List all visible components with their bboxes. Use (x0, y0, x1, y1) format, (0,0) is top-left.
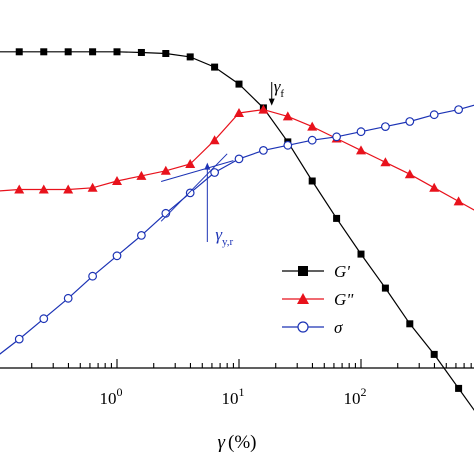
legend-marker-circle (297, 321, 309, 333)
legend-label: σ (334, 318, 343, 337)
data-point-triangle (63, 184, 74, 194)
x-tick-exponent: 2 (361, 385, 367, 399)
x-tick-exponent: 0 (117, 385, 123, 399)
x-tick-mantissa: 10 (344, 389, 361, 408)
data-point-triangle (282, 111, 293, 121)
x-axis-symbol: γ (218, 432, 226, 453)
data-point-triangle (404, 169, 415, 179)
data-point-circle (14, 334, 24, 344)
data-point-triangle (380, 157, 391, 167)
x-tick-mantissa: 10 (100, 389, 117, 408)
data-point-circle (332, 132, 342, 142)
data-point-triangle (234, 108, 244, 117)
data-point-circle (356, 127, 366, 137)
data-point-triangle (209, 135, 220, 145)
legend-label: G' (334, 262, 350, 281)
data-point-triangle (87, 182, 98, 192)
x-axis-tick-labels: -1100101102 (100, 385, 367, 408)
data-point-circle (405, 117, 415, 126)
gamma-f-label: γf (274, 77, 285, 100)
data-point-circle (381, 122, 390, 131)
data-point-triangle (112, 176, 122, 185)
data-point-circle (259, 145, 268, 155)
x-tick-exponent: 1 (239, 385, 245, 399)
series-line (0, 104, 474, 355)
data-point-triangle (429, 182, 440, 192)
data-point-square (357, 250, 365, 258)
tangent-line-plateau (160, 160, 234, 182)
data-point-circle (63, 293, 73, 303)
legend-label: G" (334, 290, 354, 309)
data-point-square (211, 63, 219, 71)
data-point-triangle (160, 165, 171, 175)
data-point-circle (137, 230, 146, 240)
data-point-circle (39, 314, 49, 324)
x-tick-label: 100 (100, 385, 123, 408)
data-point-square (406, 320, 414, 328)
data-point-square (455, 384, 463, 392)
data-point-circle (185, 188, 195, 198)
data-point-triangle (185, 159, 196, 168)
data-point-circle (210, 168, 220, 177)
gamma-f-arrowhead (268, 98, 275, 106)
x-tick-mantissa: 10 (222, 389, 239, 408)
gamma-yr-symbol: γ (215, 225, 223, 244)
data-point-square (430, 350, 438, 358)
gamma-f-symbol: γ (274, 77, 282, 96)
x-tick-label: 101 (222, 385, 245, 408)
data-point-square (15, 48, 23, 56)
data-point-triangle (307, 121, 318, 131)
data-point-triangle (14, 184, 25, 194)
data-point-triangle (258, 104, 269, 114)
gamma-yr-label: γy,r (215, 225, 233, 248)
gamma-yr-subscript: y,r (222, 236, 234, 248)
data-point-square (162, 50, 170, 57)
tangent-line-linear (160, 153, 228, 222)
data-point-square (235, 80, 243, 88)
data-point-square (333, 214, 341, 222)
legend: G' G" σ (282, 262, 354, 337)
series-line (0, 51, 474, 411)
gamma-f-subscript: f (280, 88, 284, 100)
x-axis-ticks (31, 359, 472, 368)
data-point-square (89, 48, 97, 56)
data-point-square (308, 177, 316, 185)
data-point-circle (454, 105, 464, 114)
x-axis-title: γ (%) (218, 432, 257, 453)
data-point-circle (88, 271, 98, 281)
gamma-yr-arrowhead (204, 162, 211, 170)
data-point-square (64, 48, 72, 56)
data-point-square (186, 53, 194, 61)
legend-marker-square (298, 266, 308, 276)
legend-marker-triangle (297, 293, 309, 304)
data-point-circle (283, 140, 293, 150)
data-point-circle (112, 251, 122, 261)
data-point-triangle (453, 196, 464, 206)
data-point-square (137, 48, 145, 56)
data-point-circle (307, 135, 317, 145)
data-point-circle (429, 110, 439, 120)
data-point-triangle (38, 184, 49, 194)
data-point-triangle (356, 145, 366, 155)
data-point-square (40, 48, 48, 56)
data-point-circle (234, 154, 244, 164)
x-axis-unit: (%) (228, 432, 256, 453)
data-point-triangle (136, 170, 147, 180)
data-point-square (113, 48, 121, 56)
plot-area (0, 48, 474, 411)
x-tick-label: 102 (344, 385, 367, 408)
data-point-square (381, 284, 389, 292)
